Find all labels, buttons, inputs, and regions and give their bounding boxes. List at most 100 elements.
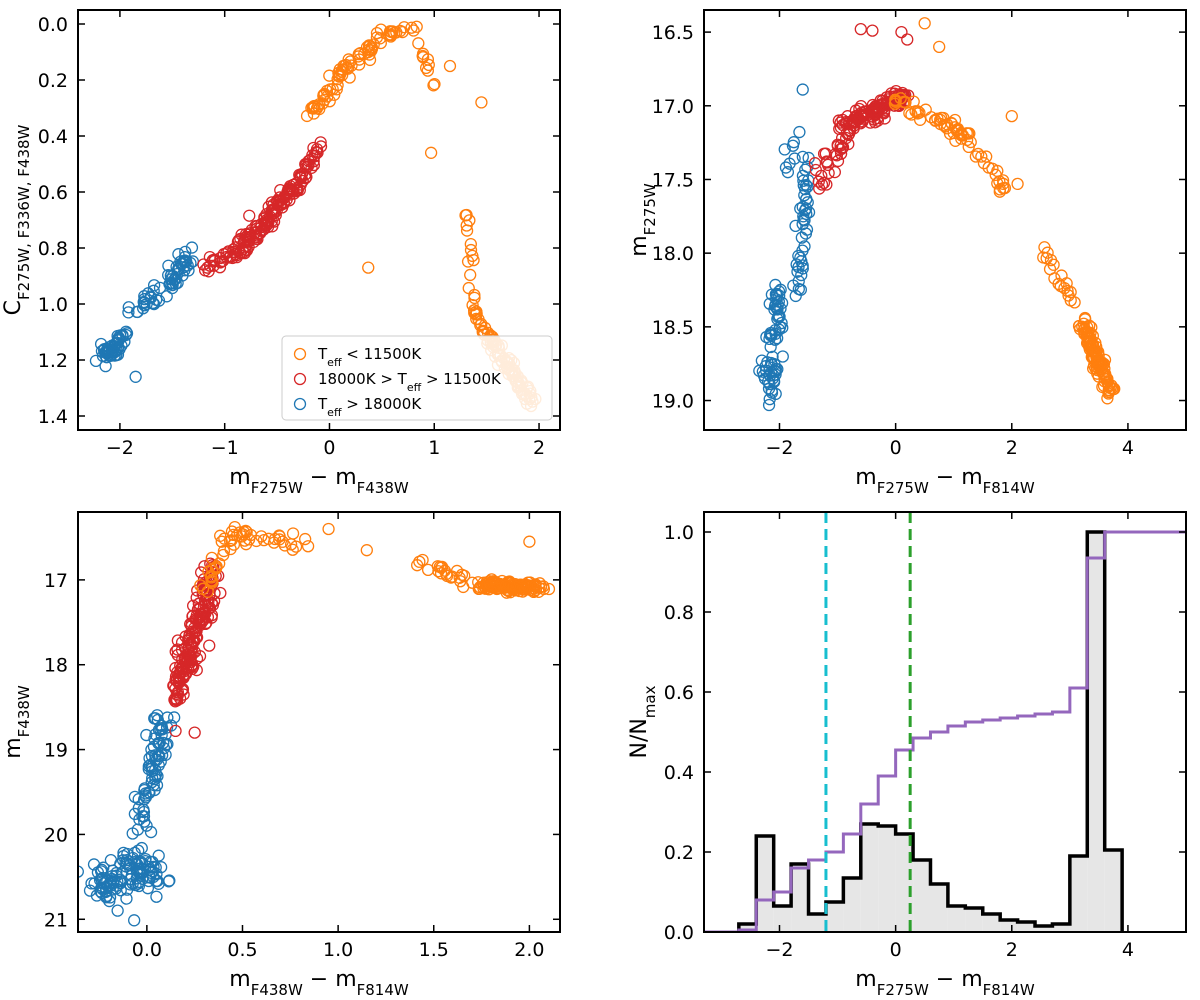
histogram-bar xyxy=(913,860,931,932)
panel-p4: −2 0 2 4 0.0 0.2 0.4 0.6 0.8 1.0 mF275W − mF814W N/… xyxy=(627,511,1187,999)
x-axis-label: mF438W − mF814W xyxy=(229,967,409,999)
histogram-bar xyxy=(773,906,792,932)
data-point xyxy=(172,675,185,688)
data-point xyxy=(303,153,317,167)
data-point xyxy=(243,209,256,222)
data-point xyxy=(975,150,988,163)
data-point xyxy=(410,20,423,33)
data-point xyxy=(153,736,166,749)
data-point xyxy=(1098,369,1111,382)
legend-label: Teff > 18000K xyxy=(317,395,422,419)
data-point xyxy=(150,890,163,903)
y-tick-label: 0.4 xyxy=(38,126,68,148)
data-point xyxy=(214,529,227,542)
data-point xyxy=(789,219,802,233)
data-point xyxy=(147,284,160,297)
x-tick-label: 2.0 xyxy=(514,939,544,961)
data-point xyxy=(171,643,184,656)
data-point xyxy=(791,265,804,278)
y-tick-label: 0.2 xyxy=(664,842,694,864)
data-point xyxy=(459,209,472,222)
data-point xyxy=(277,191,290,204)
histogram-bar xyxy=(895,834,914,932)
data-point xyxy=(144,855,157,868)
data-point xyxy=(470,312,483,326)
data-point xyxy=(895,25,908,39)
data-point xyxy=(388,26,401,40)
histogram-bar xyxy=(878,826,896,932)
data-point xyxy=(435,560,449,574)
data-point xyxy=(464,268,477,282)
data-point xyxy=(111,336,124,350)
panel-p3: 0.0 0.5 1.0 1.5 2.0 17 18 19 20 21 mF438W − mF814W… xyxy=(1,511,561,999)
data-point xyxy=(78,865,84,878)
data-point xyxy=(483,575,496,588)
data-point xyxy=(202,265,215,278)
data-point xyxy=(755,354,769,367)
x-tick-label: 0 xyxy=(890,939,902,961)
x-tick-label: 1.5 xyxy=(419,939,449,961)
x-tick-label: 2 xyxy=(1006,437,1018,459)
data-point xyxy=(301,160,315,173)
data-point xyxy=(470,307,483,320)
data-point xyxy=(190,591,203,604)
data-point xyxy=(217,548,230,562)
data-point xyxy=(461,255,475,268)
data-point xyxy=(132,793,145,806)
histogram-bar xyxy=(825,902,844,932)
histogram-bar xyxy=(1069,856,1088,932)
data-point xyxy=(934,113,947,126)
data-point xyxy=(307,141,320,155)
data-point xyxy=(129,370,142,383)
x-tick-label: 2 xyxy=(1006,939,1018,961)
y-tick-label: 0.0 xyxy=(38,14,68,36)
data-point xyxy=(775,296,789,310)
plot-area-p2 xyxy=(753,17,1121,412)
data-point xyxy=(766,350,779,363)
histogram-bar xyxy=(1035,926,1053,932)
y-tick-label: 18.5 xyxy=(652,317,694,339)
data-point xyxy=(128,914,141,927)
y-axis-label: CF275W, F336W, F438W xyxy=(1,124,33,315)
y-tick-label: 19 xyxy=(44,740,68,762)
series-hot xyxy=(78,709,181,927)
data-point xyxy=(111,904,124,917)
data-point xyxy=(301,540,315,553)
y-tick-label: 19.0 xyxy=(652,391,694,413)
histogram-bar xyxy=(1052,924,1070,932)
histogram-bar xyxy=(1087,532,1105,932)
data-point xyxy=(352,47,365,61)
data-point xyxy=(169,645,182,658)
data-point xyxy=(792,282,805,296)
data-point xyxy=(135,857,149,871)
data-point xyxy=(919,103,932,116)
series-hot xyxy=(89,241,199,373)
data-point xyxy=(928,113,942,127)
data-point xyxy=(963,127,976,140)
data-point xyxy=(783,157,796,170)
data-point xyxy=(1091,353,1104,366)
data-point xyxy=(1090,340,1103,353)
data-point xyxy=(797,210,810,223)
data-point xyxy=(171,694,184,707)
data-point xyxy=(812,175,825,188)
histogram-bar xyxy=(1017,922,1036,932)
data-point xyxy=(840,117,853,131)
data-point xyxy=(188,726,201,739)
data-point xyxy=(236,528,250,541)
data-point xyxy=(227,538,241,551)
data-point xyxy=(775,316,788,330)
data-point xyxy=(854,23,867,36)
data-point xyxy=(502,577,515,590)
data-point xyxy=(166,269,180,283)
series-cool xyxy=(194,520,556,599)
data-point xyxy=(124,873,137,886)
data-point xyxy=(822,166,835,180)
data-point xyxy=(762,398,776,412)
data-point xyxy=(307,107,320,120)
data-point xyxy=(159,748,172,761)
data-point xyxy=(796,150,809,163)
data-point xyxy=(100,889,113,903)
data-point xyxy=(977,157,991,170)
y-tick-label: 0.6 xyxy=(664,682,694,704)
